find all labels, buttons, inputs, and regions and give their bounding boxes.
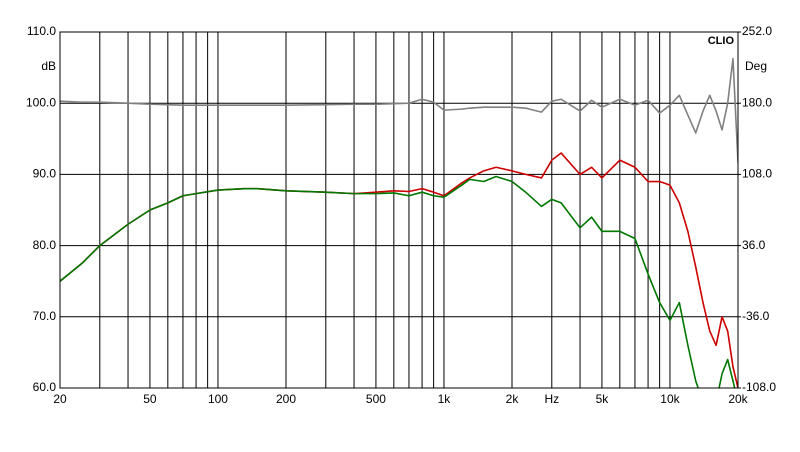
x-tick-label: 2k [506,392,520,406]
plot-frame [59,31,739,389]
y-axis-label: dB [41,59,56,73]
x-tick-label: 10k [660,392,680,406]
x-tick-label: 5k [596,392,610,406]
x-tick-label: 20 [53,392,67,406]
y2-axis-label: Deg [745,59,767,73]
x-tick-label: 500 [366,392,386,406]
y-tick-label: 110.0 [27,24,56,38]
x-tick-label: 50 [143,392,157,406]
series-line [60,57,738,163]
x-tick-label: 1k [438,392,452,406]
x-tick-label: 100 [208,392,228,406]
y2-tick-label: 252.0 [742,24,772,38]
brand-label: CLIO [708,35,735,47]
x-tick-label: 20k [728,392,748,406]
x-tick-label: Hz [544,392,559,406]
y-tick-label: 90.0 [33,167,57,181]
x-tick-label: 200 [276,392,296,406]
y2-tick-label: -108.0 [742,380,776,394]
y2-tick-label: 108.0 [742,167,772,181]
y2-tick-label: 180.0 [742,95,772,109]
y-tick-label: 60.0 [33,380,57,394]
y-tick-label: 100.0 [26,95,56,109]
y-tick-label: 70.0 [33,309,57,323]
y2-tick-label: -36.0 [742,309,770,323]
curves [60,57,738,388]
y2-tick-label: 36.0 [742,238,766,252]
series-line [60,175,736,388]
y-tick-label: 80.0 [33,238,57,252]
